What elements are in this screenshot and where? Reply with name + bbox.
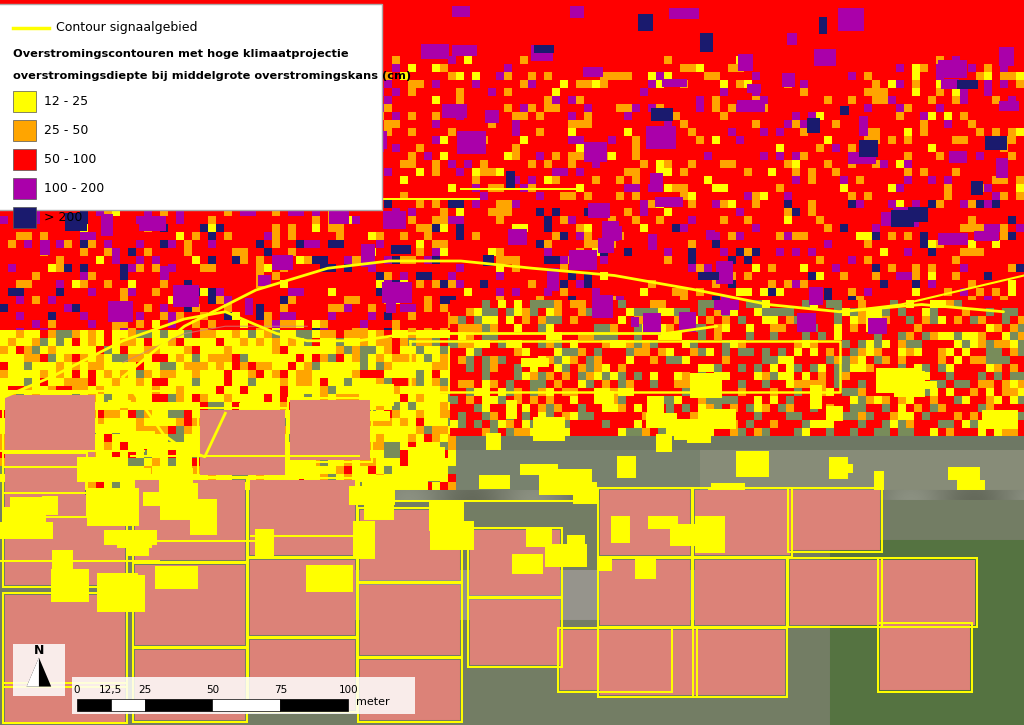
Bar [77,699,111,710]
Bar [13,120,36,141]
Text: > 200: > 200 [44,211,82,224]
Text: 25: 25 [138,684,152,695]
FancyBboxPatch shape [0,4,382,210]
Text: 50: 50 [206,684,219,695]
Text: 100 - 200: 100 - 200 [44,182,104,195]
Text: 12 - 25: 12 - 25 [44,95,88,108]
Text: Overstromingscontouren met hoge klimaatprojectie: Overstromingscontouren met hoge klimaatp… [13,49,349,59]
Bar [13,178,36,199]
Bar [281,699,348,710]
Text: 50 - 100: 50 - 100 [44,153,96,166]
Text: 25 - 50: 25 - 50 [44,124,88,137]
Bar [13,644,65,696]
Text: 75: 75 [273,684,287,695]
Polygon shape [27,658,51,687]
Bar [13,207,36,228]
Text: N: N [34,644,44,657]
Bar [144,699,213,710]
Bar [72,677,415,714]
Text: Contour signaalgebied: Contour signaalgebied [56,21,198,34]
Polygon shape [27,658,39,687]
Bar [13,149,36,170]
Text: 12,5: 12,5 [99,684,122,695]
Text: 0: 0 [74,684,80,695]
Text: 100: 100 [338,684,358,695]
Bar [13,91,36,112]
Text: meter: meter [356,697,390,707]
Bar [111,699,144,710]
Bar [213,699,281,710]
Text: overstromingsdiepte bij middelgrote overstromingskans (cm): overstromingsdiepte bij middelgrote over… [13,71,412,81]
